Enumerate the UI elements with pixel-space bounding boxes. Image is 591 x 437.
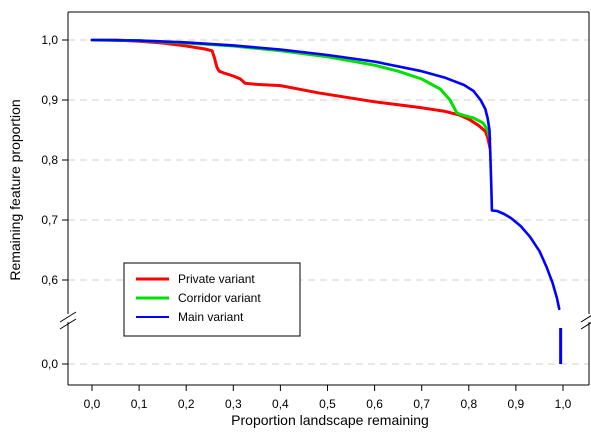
series-line-private-variant: [90, 38, 492, 150]
y-tick-label: 1,0: [41, 33, 58, 47]
x-tick-label: 0,8: [460, 397, 477, 411]
y-tick-label: 0,0: [41, 357, 58, 371]
grid-layer: [68, 39, 589, 365]
x-tick-label: 0,2: [178, 397, 195, 411]
x-tick-label: 0,7: [413, 397, 430, 411]
x-tick-label: 0,1: [131, 397, 148, 411]
legend-label: Main variant: [178, 310, 244, 324]
x-tick-label: 0,6: [366, 397, 383, 411]
x-tick-label: 0,0: [84, 397, 101, 411]
x-tick-label: 0,5: [319, 397, 336, 411]
y-tick-label: 0,8: [41, 153, 58, 167]
x-tick-label: 0,9: [508, 397, 525, 411]
y-tick-label: 0,6: [41, 273, 58, 287]
axis-break-mark: [59, 318, 77, 330]
x-tick-label: 0,4: [272, 397, 289, 411]
legend: Private variant Corridor variant Main vari…: [123, 262, 301, 337]
y-tick-label: 0,7: [41, 213, 58, 227]
frame-layer: [59, 11, 591, 386]
y-tick-label: 0,9: [41, 93, 58, 107]
axis-break-mark: [59, 311, 77, 323]
series-layer: [90, 38, 563, 364]
x-axis-title: Proportion landscape remaining: [231, 412, 429, 428]
y-axis-title: Remaining feature proportion: [7, 99, 23, 280]
legend-label: Private variant: [178, 272, 255, 286]
tick-layer: 1,0 0,9 0,8 0,7 0,6 0,0 0,0 0,1 0,2 0,3 0,4 0,5 0,6 0…: [41, 33, 571, 411]
series-line-corridor-variant: [90, 38, 492, 141]
axis-break-mark: [580, 322, 591, 330]
axis-break-mark: [580, 315, 591, 323]
x-tick-label: 1,0: [555, 397, 572, 411]
x-tick-label: 0,3: [225, 397, 242, 411]
legend-label: Corridor variant: [178, 291, 261, 305]
series-line-main-variant: [90, 38, 561, 311]
